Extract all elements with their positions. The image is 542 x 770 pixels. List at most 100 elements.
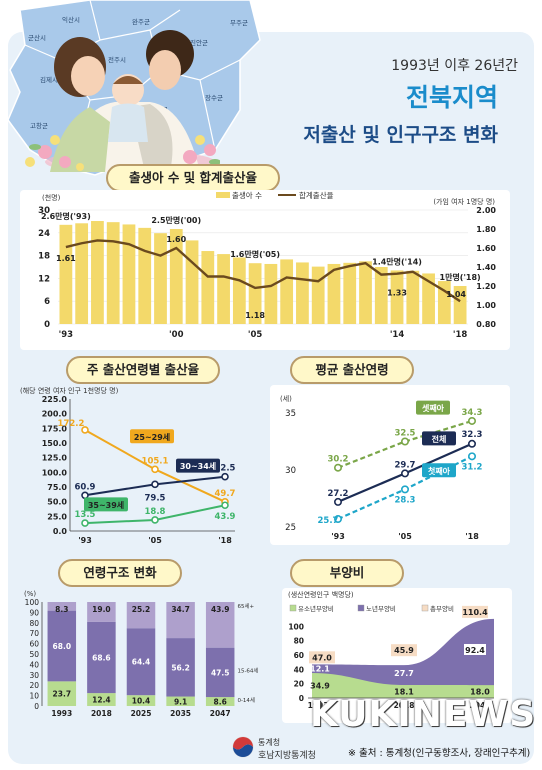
y-tick-label: 90 [29,608,39,617]
segment-label: 12.4 [92,696,111,705]
point-label: 30.2 [328,455,349,465]
tfr-point-label: 1.61 [56,254,76,263]
y-tick-label: 70 [29,629,39,638]
segment-label: 56.2 [171,663,190,672]
point-label: 29.7 [395,460,416,470]
right-tick-label: 1.40 [476,263,496,272]
y-tick-label: 80 [294,637,304,646]
government-emblem-icon [232,736,254,758]
structure-chart-heading: 연령구조 변화 [58,559,182,587]
dependency-chart: (생산연령인구 백명당) 0 20 40 60 80 100 유소년부양비 노년부양비 총부양비… [282,588,512,723]
source-note: ※ 출처 : 통계청(인구동향조사, 장래인구추계) [348,748,531,759]
segment-label: 8.6 [214,698,227,707]
stack-segment [87,621,116,694]
birth-bar [154,233,167,324]
series-name-box [422,463,456,478]
y-tick-label: 100 [25,598,40,607]
y-tick-label: 35 [285,409,296,419]
birth-bar [91,221,104,324]
y-tick-label: 20 [29,681,39,690]
right-tick-label: 1.80 [476,225,496,234]
x-tick-label: '18 [465,532,479,541]
dependency-chart-heading: 부양비 [290,559,404,587]
map-label: 장수군 [205,93,223,102]
series-point [221,472,229,481]
birth-bar [311,266,325,324]
segment-label: 8.3 [55,605,68,614]
segment-label: 64.4 [132,658,151,667]
logo-small-label: 통계청 [258,738,281,747]
series-name: 전체 [432,434,447,444]
x-tick-label: '00 [169,330,184,340]
family-illustration [25,30,220,172]
right-tick-label: 1.60 [476,244,496,253]
y-tick-label: 200.0 [42,410,68,419]
mean-age-chart: (세) 25 30 35 '93 '05 '18 30.2 32.5 34.3 27.2 29.7 3… [270,385,510,545]
age-rate-chart: (해당 연령 여자 인구 1천명당 명) 0.0 25.0 50.0 75.0 100.… [20,386,236,545]
point-label: 92.5 [215,464,236,474]
birth-bar [59,224,73,324]
x-tick-label: 2018 [394,701,415,710]
tfr-point-label: 1.33 [387,289,407,298]
left-tick-label: 24 [38,229,50,239]
total-label-bg [309,651,335,664]
category-label: 2025 [131,709,152,718]
y-tick-label: 225.0 [42,395,68,404]
map-label: 완주군 [132,18,150,26]
birth-chart-heading: 출생아 수 및 합계출산율 [106,164,280,192]
old-age-area [312,618,494,698]
map-label: 군산시 [28,33,46,42]
birth-chart: (천명) (가임 여자 1명당 명) 출생아 수 합계출산율 0 6 12 18 24 3… [20,190,510,350]
point-label: 13.5 [75,510,96,520]
point-label: 28.3 [395,495,416,505]
point-label: 105.1 [142,456,169,466]
y-tick-label: 50.0 [47,498,67,507]
category-label: 1993 [51,709,72,718]
stack-segment [87,693,116,706]
y-tick-label: 75.0 [47,483,67,492]
birth-bar [248,263,262,324]
birth-bar [453,286,467,324]
stack-segment [87,602,116,622]
age-rate-chart-heading: 주 출산연령별 출산율 [66,356,220,384]
left-tick-label: 12 [38,274,50,284]
stack-segment [205,697,235,706]
legend-label: 총부양비 [430,604,454,613]
birth-bar [406,270,420,324]
y-tick-label: 10 [29,692,39,701]
y-tick-label: 100.0 [42,468,68,477]
birth-bar [390,270,404,324]
series-name: 셋째아 [422,403,445,413]
y-tick-label: 30 [29,671,39,680]
watermark: KUKINEWS [310,694,537,735]
point-label: 32.3 [462,430,483,440]
x-tick-label: '18 [218,536,232,545]
segment-label: 43.9 [211,605,230,614]
birth-chart-right-unit: (가임 여자 1명당 명) [433,197,495,206]
point-label: 25.7 [318,516,339,526]
series-point [221,501,229,510]
birth-chart-left-unit: (천명) [42,193,61,202]
header-title: 전북지역 [405,83,498,112]
segment-label: 23.7 [53,690,72,699]
dependency-unit: (생산연령인구 백명당) [288,590,354,599]
tfr-point-label: 1.04 [446,290,466,299]
series-point [81,519,89,527]
stack-segment [126,695,156,706]
total-label: 110.4 [462,608,488,617]
header-subtitle: 1993년 이후 26년간 [391,58,518,74]
legend-swatch [357,604,365,612]
stack-segment [166,602,195,639]
series-name-box [176,458,220,473]
age-rate-unit: (해당 연령 여자 인구 1천명당 명) [20,386,119,395]
birth-bar [185,240,199,324]
label-bg [464,643,486,655]
y-tick-label: 150.0 [42,439,68,448]
map-label: 익산시 [62,15,80,24]
category-label: 2018 [91,709,112,718]
birth-bar [374,267,388,324]
birth-bar [201,251,215,324]
birth-annotation: 1.4만명('14) [372,256,422,266]
series-point [468,452,477,461]
birth-annotation: 1.6만명('05) [230,249,280,259]
